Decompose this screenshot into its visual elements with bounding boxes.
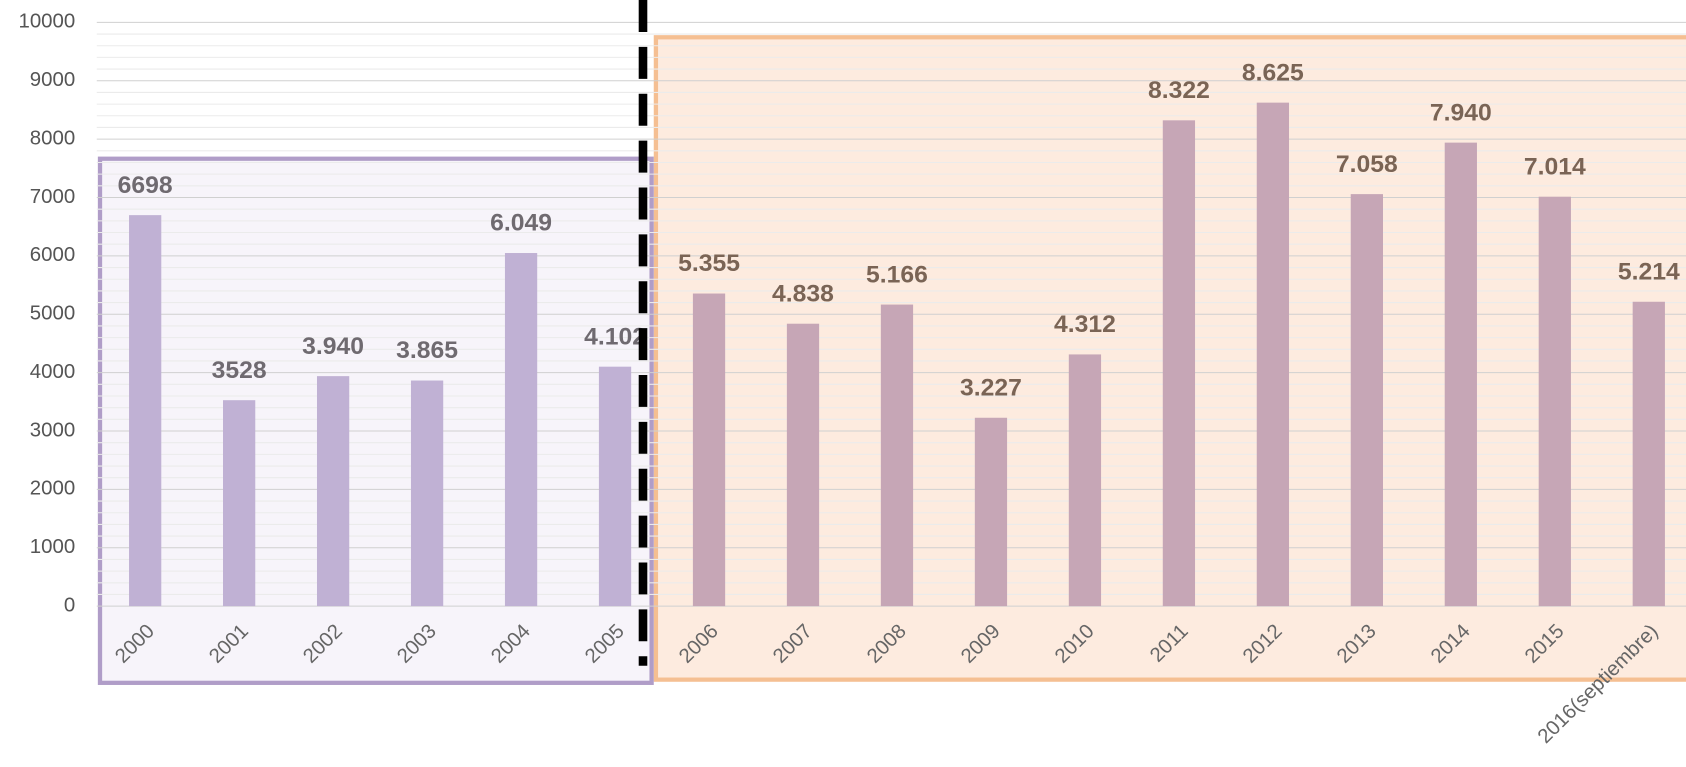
bar	[223, 400, 256, 607]
y-tick-label: 10000	[18, 11, 75, 33]
data-label: 6698	[118, 172, 173, 199]
y-tick-label: 5000	[30, 303, 75, 325]
data-label: 6.049	[490, 210, 552, 237]
data-label: 3.865	[396, 337, 458, 364]
period-box-1	[97, 156, 654, 685]
data-label: 7.014	[1524, 153, 1586, 180]
data-label: 3528	[212, 357, 267, 384]
data-label: 5.355	[678, 250, 740, 277]
bar	[598, 366, 632, 607]
y-tick-label: 3000	[30, 419, 75, 441]
bar	[129, 215, 162, 607]
bar	[1538, 196, 1571, 607]
data-label: 7.058	[1336, 151, 1398, 178]
y-tick-label: 0	[64, 595, 75, 617]
bar	[316, 376, 350, 607]
y-tick-label: 1000	[30, 536, 75, 558]
y-tick-label: 2000	[30, 478, 75, 500]
bar	[1162, 120, 1196, 607]
bar	[410, 380, 444, 607]
data-label: 8.322	[1148, 77, 1210, 104]
bar	[1444, 142, 1477, 607]
bar	[1256, 102, 1290, 607]
bar	[504, 253, 538, 607]
bar	[1068, 354, 1102, 607]
bar	[880, 304, 914, 607]
y-tick-label: 6000	[30, 244, 75, 266]
bar	[1632, 301, 1665, 607]
bar	[786, 323, 820, 607]
y-tick-label: 7000	[30, 186, 75, 208]
bar	[1350, 194, 1383, 607]
y-tick-label: 8000	[30, 128, 75, 150]
data-label: 4.838	[772, 281, 834, 308]
data-label: 3.227	[960, 375, 1022, 402]
bar	[692, 293, 726, 607]
data-label: 5.166	[866, 261, 928, 288]
y-tick-label: 9000	[30, 69, 75, 91]
y-tick-label: 4000	[30, 361, 75, 383]
data-label: 8.625	[1242, 59, 1304, 86]
bar	[974, 417, 1008, 607]
data-label: 4.312	[1054, 311, 1116, 338]
data-label: 7.940	[1430, 99, 1492, 126]
data-label: 3.940	[302, 333, 364, 360]
data-label: 5.214	[1618, 259, 1680, 286]
data-label: 4.102	[584, 323, 646, 350]
bars: 6698 3528 3.940 3.865 6.049 4.102 5.355 4.838 5.…	[118, 59, 1680, 607]
